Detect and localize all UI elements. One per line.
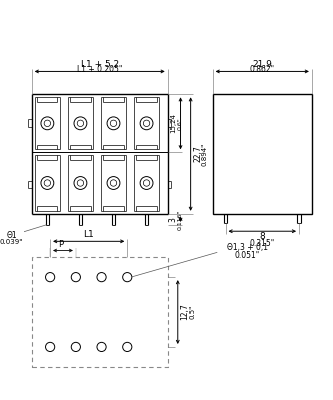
Text: P: P: [59, 240, 64, 250]
Text: 21,9: 21,9: [252, 60, 272, 68]
Circle shape: [140, 117, 153, 130]
Circle shape: [110, 180, 117, 186]
Circle shape: [110, 120, 117, 126]
Text: L1: L1: [83, 230, 94, 239]
Text: 0.051": 0.051": [235, 251, 260, 260]
Text: 0.862": 0.862": [250, 65, 275, 74]
Text: Θ1: Θ1: [6, 231, 17, 240]
Text: 0.116": 0.116": [178, 209, 183, 230]
Circle shape: [46, 342, 55, 352]
Text: L1 + 5,2: L1 + 5,2: [81, 60, 119, 68]
Circle shape: [97, 342, 106, 352]
Text: 3: 3: [169, 217, 178, 222]
Circle shape: [107, 176, 120, 190]
Text: 0.894": 0.894": [201, 142, 207, 166]
Circle shape: [143, 180, 150, 186]
Circle shape: [123, 342, 132, 352]
Text: 0.6": 0.6": [178, 117, 183, 130]
Circle shape: [77, 120, 84, 126]
Circle shape: [143, 120, 150, 126]
Circle shape: [97, 272, 106, 282]
Bar: [32, 257, 168, 367]
Circle shape: [74, 176, 87, 190]
Text: 0.039": 0.039": [0, 239, 23, 245]
Circle shape: [44, 120, 51, 126]
Circle shape: [41, 176, 54, 190]
Text: Θ1,3 + 0,1: Θ1,3 + 0,1: [227, 243, 268, 252]
Circle shape: [74, 117, 87, 130]
Bar: [213, 94, 312, 214]
Text: 0.5": 0.5": [189, 305, 195, 319]
Text: 22,7: 22,7: [193, 146, 202, 162]
Text: L1 + 0.205": L1 + 0.205": [77, 65, 123, 74]
Circle shape: [46, 272, 55, 282]
Text: 0.315": 0.315": [250, 239, 275, 248]
Text: 15,24: 15,24: [170, 113, 176, 133]
Circle shape: [41, 117, 54, 130]
Text: 8: 8: [259, 232, 265, 241]
Circle shape: [71, 342, 81, 352]
Circle shape: [44, 180, 51, 186]
Circle shape: [71, 272, 81, 282]
Text: 12,7: 12,7: [180, 304, 189, 320]
Circle shape: [77, 180, 84, 186]
Circle shape: [140, 176, 153, 190]
Circle shape: [107, 117, 120, 130]
Circle shape: [123, 272, 132, 282]
